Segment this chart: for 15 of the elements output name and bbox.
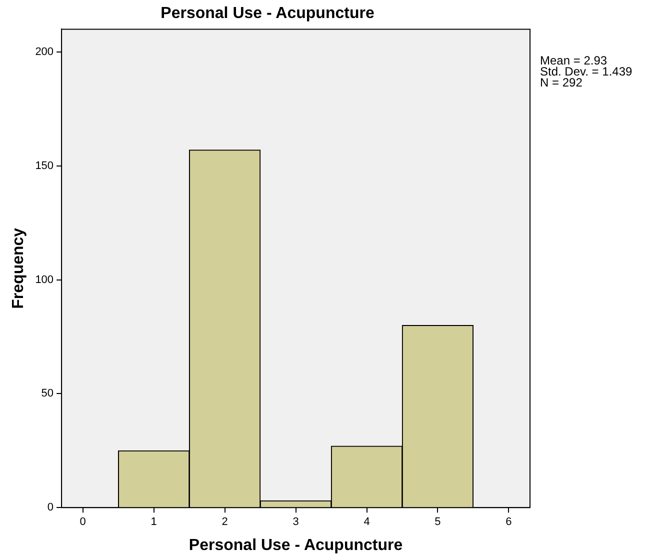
x-tick-label: 0 [80, 516, 86, 528]
y-tick-label: 100 [35, 274, 54, 286]
y-tick-label: 0 [47, 502, 54, 514]
x-tick-label: 1 [150, 516, 157, 528]
y-axis-title: Frequency [10, 228, 28, 309]
x-axis-title: Personal Use - Acupuncture [188, 536, 403, 554]
y-tick-label: 150 [35, 160, 54, 172]
x-tick-label: 3 [292, 516, 299, 528]
y-tick-label: 200 [35, 46, 54, 58]
x-tick-label: 6 [506, 516, 512, 528]
x-tick-label: 4 [364, 516, 370, 528]
x-tick-label: 5 [434, 516, 441, 528]
x-tick-label: 2 [222, 516, 228, 528]
chart-title: Personal Use - Acupuncture [160, 5, 374, 22]
y-tick-label: 50 [41, 388, 54, 400]
